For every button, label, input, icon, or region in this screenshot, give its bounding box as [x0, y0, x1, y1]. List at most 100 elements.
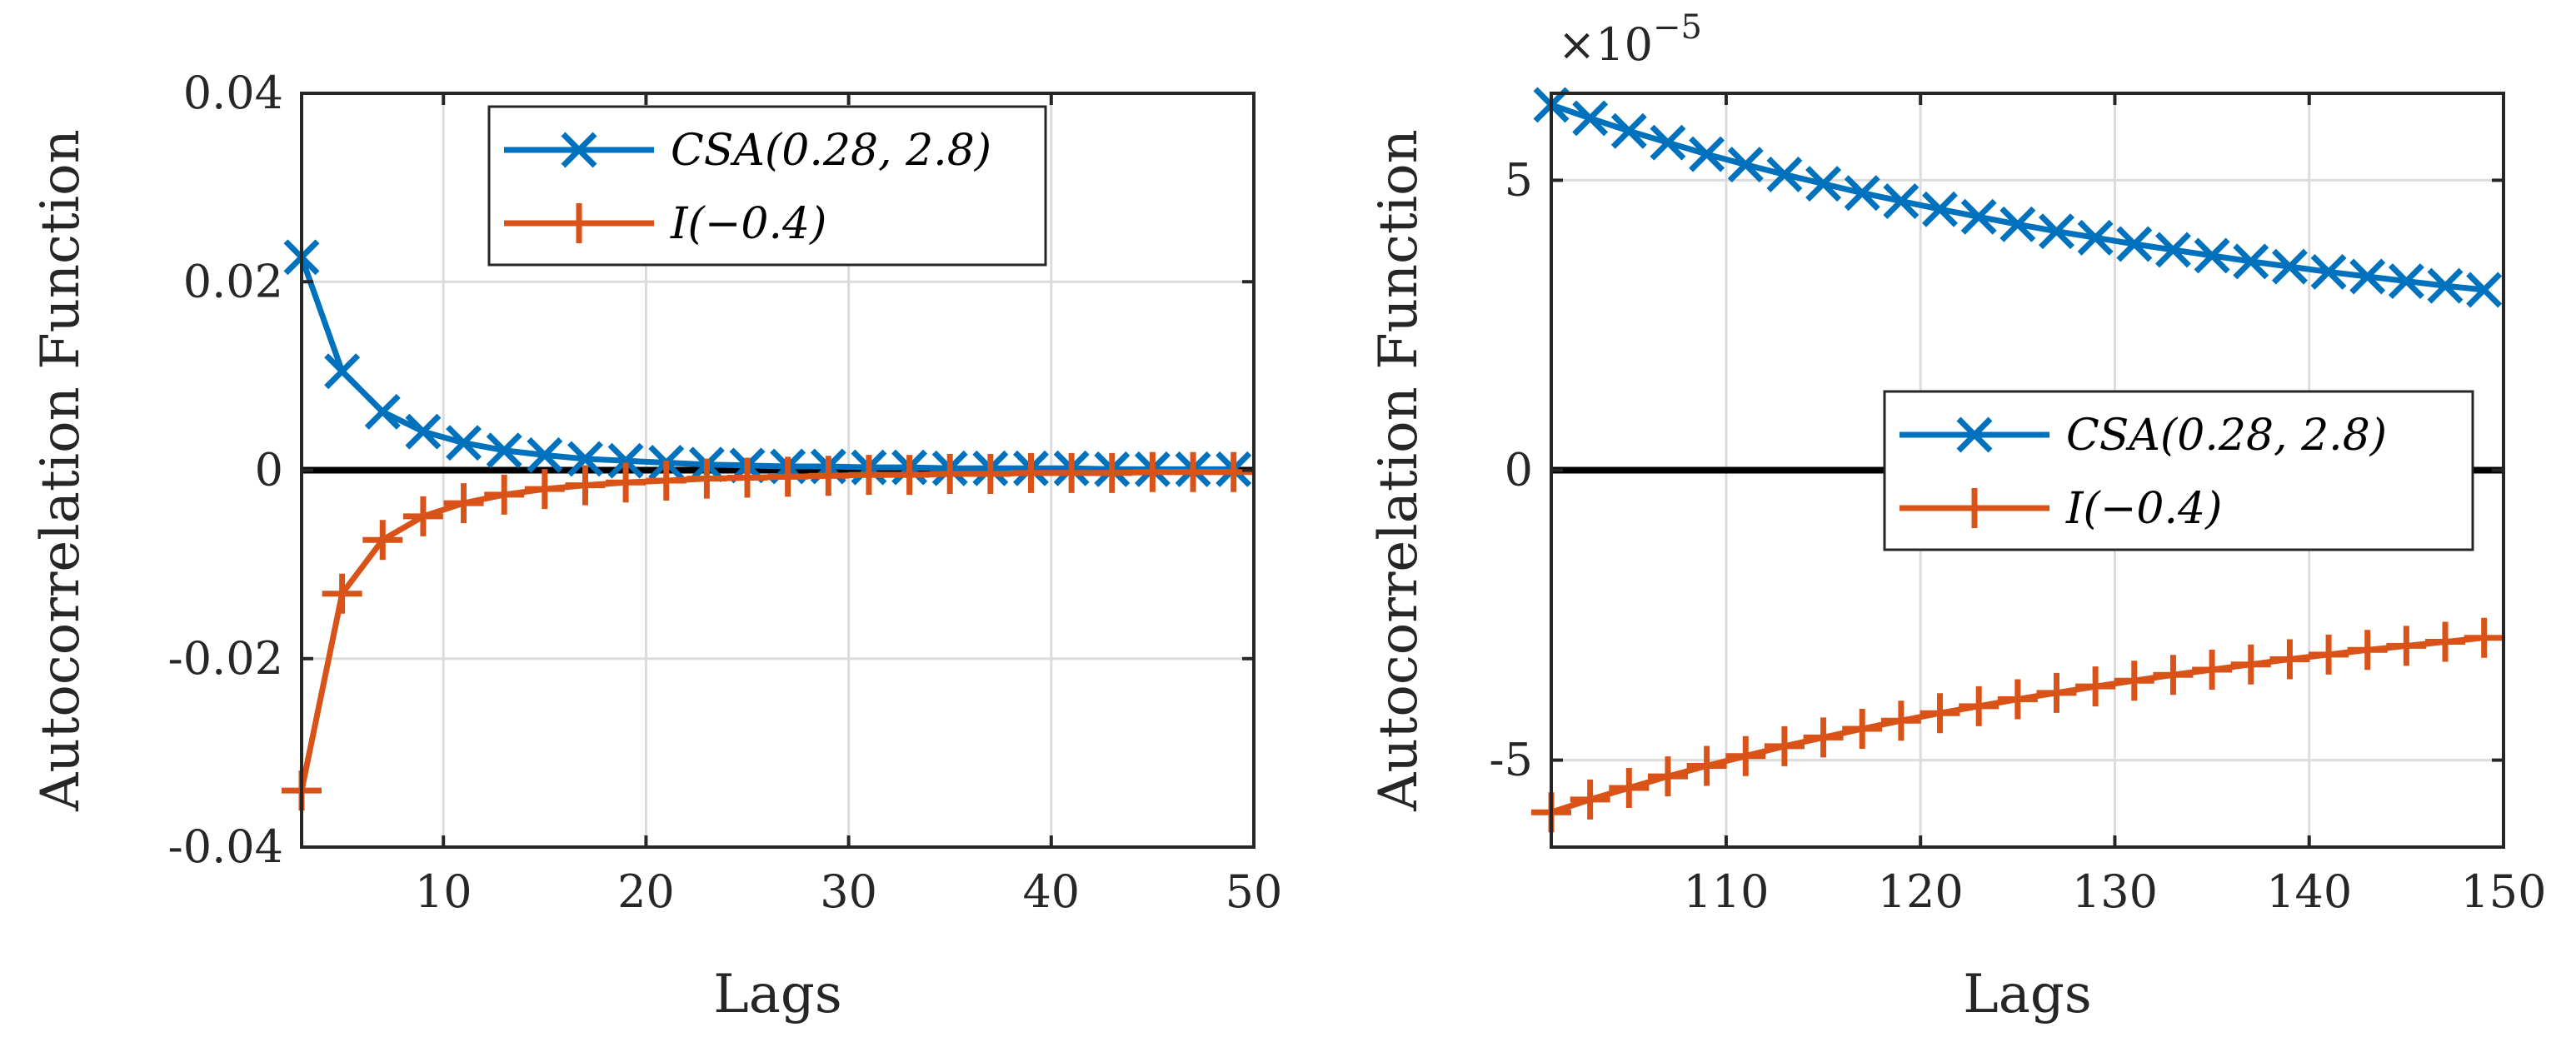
legend-item-csa: CSA(0.28, 2.8)	[504, 126, 991, 176]
data-point	[1922, 191, 1959, 227]
marker-b	[486, 432, 522, 469]
data-point	[1997, 679, 2038, 720]
data-point	[2153, 655, 2194, 695]
data-point	[646, 460, 686, 501]
legend-marker-b	[1956, 416, 1993, 453]
marker-b	[1844, 175, 1880, 212]
x-tick-label: 50	[1226, 865, 1283, 918]
data-point	[2269, 639, 2310, 680]
marker-b	[1650, 124, 1686, 161]
y-tick-label: 0.02	[183, 255, 283, 307]
data-point	[2347, 630, 2388, 671]
series-i	[282, 451, 1254, 811]
series-csa	[1533, 87, 2503, 308]
x-axis-label: Lags	[1963, 964, 2091, 1025]
left-chart-panel: 10 20 30 40 50 -0.04 -0.02 0 0.02 0.04 Lags Autocor…	[30, 67, 1282, 1025]
data-point	[2039, 213, 2074, 250]
data-point	[1880, 700, 1921, 741]
data-point	[2036, 672, 2077, 713]
x-tick-label: 140	[2266, 865, 2352, 918]
data-point	[1173, 451, 1214, 492]
marker-b	[2116, 226, 2153, 262]
data-point	[322, 573, 362, 614]
marker-b	[2271, 248, 2308, 285]
data-point	[2464, 617, 2504, 658]
data-point	[324, 353, 361, 390]
data-point	[2116, 226, 2153, 262]
marker-b	[607, 442, 644, 479]
x-axis-label: Lags	[713, 964, 841, 1025]
marker-b	[2154, 232, 2191, 268]
data-point	[606, 462, 646, 503]
data-point	[2233, 243, 2269, 280]
marker-b	[1922, 191, 1959, 227]
marker-b	[2233, 243, 2269, 280]
data-point	[2310, 253, 2347, 290]
data-point	[2349, 258, 2386, 295]
data-point	[1051, 452, 1092, 493]
marker-b	[2077, 219, 2114, 256]
data-point	[1091, 452, 1132, 493]
data-point	[889, 455, 930, 496]
y-tick-label: -5	[1489, 734, 1533, 786]
data-point	[2230, 644, 2271, 685]
data-point	[2271, 248, 2308, 285]
marker-b	[1960, 198, 1997, 235]
legend-marker-b	[561, 132, 597, 168]
data-point	[2114, 661, 2154, 701]
x-tick-label: 10	[415, 865, 472, 918]
marker-b	[1805, 166, 1842, 202]
x-tick-label: 120	[1878, 865, 1964, 918]
data-point	[1572, 100, 1609, 137]
data-point	[486, 432, 522, 469]
x-tick-label: 30	[820, 865, 877, 918]
marker-b	[1766, 156, 1803, 192]
marker-b	[2388, 263, 2424, 300]
series-line	[298, 256, 1234, 472]
data-point	[1727, 147, 1764, 183]
y-tick-label: -0.02	[168, 632, 283, 685]
data-point	[1570, 779, 1610, 820]
legend-label: CSA(0.28, 2.8)	[671, 126, 991, 176]
marker-b	[1610, 112, 1647, 149]
x-tick-label: 110	[1683, 865, 1769, 918]
data-point	[2192, 649, 2233, 690]
data-point	[484, 474, 525, 515]
x-tick-label: 130	[2072, 865, 2158, 918]
data-point	[364, 393, 401, 430]
data-point	[567, 441, 603, 477]
data-point	[1766, 156, 1803, 192]
marker-b	[2194, 237, 2230, 274]
y-tick-label: 0	[1505, 444, 1533, 496]
data-point	[1689, 136, 1725, 172]
data-point	[1999, 206, 2036, 242]
y-tick-label: 0	[255, 444, 283, 496]
data-point	[607, 442, 644, 479]
data-point	[2075, 666, 2116, 707]
marker-b	[405, 413, 442, 450]
marker-b	[324, 353, 361, 390]
data-point	[1609, 767, 1650, 808]
data-point	[930, 454, 971, 495]
data-point	[1764, 725, 1805, 766]
marker-b	[1727, 147, 1764, 183]
data-point	[1610, 112, 1647, 149]
legend-box	[1883, 390, 2474, 551]
marker-b	[2466, 272, 2503, 308]
data-point	[524, 469, 565, 510]
legend-label: I(−0.4)	[2065, 484, 2222, 534]
data-point	[767, 456, 808, 497]
data-point	[1883, 183, 1920, 219]
legend-label: CSA(0.28, 2.8)	[2066, 411, 2387, 461]
data-point	[2077, 219, 2114, 256]
data-point	[402, 496, 443, 536]
legend-item-csa: CSA(0.28, 2.8)	[1900, 411, 2387, 461]
y-exponent-value: −5	[1653, 8, 1702, 47]
marker-b	[1883, 183, 1920, 219]
data-point	[2194, 237, 2230, 274]
y-tick-label: 0.04	[183, 67, 283, 119]
legend-item-i: I(−0.4)	[504, 199, 826, 249]
data-point	[2427, 267, 2464, 304]
marker-b	[2427, 267, 2464, 304]
data-point	[1647, 756, 1688, 797]
